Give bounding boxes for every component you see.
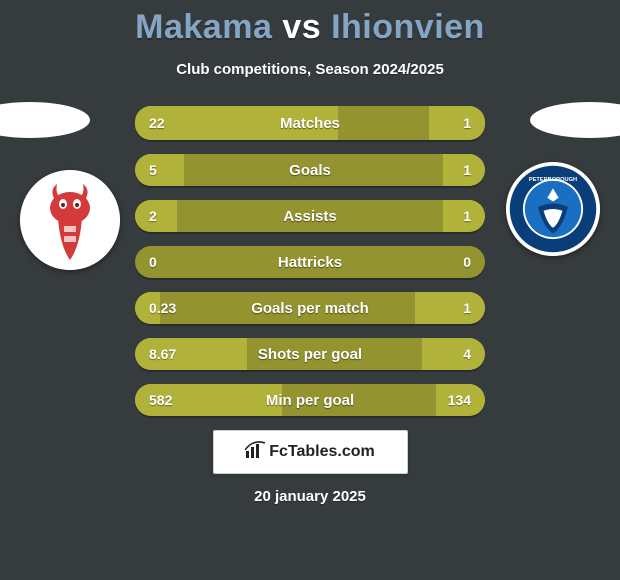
stat-label: Assists (195, 208, 425, 225)
player-right-name: Ihionvien (331, 8, 485, 46)
svg-text:PETERBOROUGH: PETERBOROUGH (529, 177, 577, 183)
stat-value-right: 1 (425, 300, 485, 316)
season-subtitle: Club competitions, Season 2024/2025 (0, 61, 620, 78)
watermark-text: FcTables.com (269, 443, 375, 461)
stat-bars-container: 22Matches15Goals12Assists10Hattricks00.2… (135, 106, 485, 416)
stat-row: 0Hattricks0 (135, 246, 485, 278)
club-crest-right: PETERBOROUGH (506, 162, 600, 256)
player-left-name: Makama (135, 8, 272, 46)
stat-label: Shots per goal (195, 346, 425, 363)
stat-value-left: 0.23 (135, 300, 195, 316)
lincoln-crest-icon (20, 170, 120, 270)
stat-value-right: 134 (425, 392, 485, 408)
stat-value-left: 5 (135, 162, 195, 178)
shadow-ellipse-left (0, 102, 90, 138)
stat-value-left: 0 (135, 254, 195, 270)
stat-label: Goals per match (195, 300, 425, 317)
comparison-date: 20 january 2025 (0, 488, 620, 505)
stat-row: 22Matches1 (135, 106, 485, 140)
club-crest-left (20, 170, 120, 270)
stat-value-right: 1 (425, 115, 485, 131)
stat-value-right: 0 (425, 254, 485, 270)
stat-row: 582Min per goal134 (135, 384, 485, 416)
watermark-box: FcTables.com (213, 430, 408, 474)
chart-glyph-icon (245, 441, 267, 464)
vs-separator: vs (282, 8, 321, 46)
stat-value-left: 22 (135, 115, 195, 131)
comparison-stage: PETERBOROUGH 22Matches15Goals12Assists10… (0, 106, 620, 416)
stat-value-left: 2 (135, 208, 195, 224)
stat-row: 2Assists1 (135, 200, 485, 232)
stat-label: Matches (195, 115, 425, 132)
peterborough-crest-icon: PETERBOROUGH (506, 162, 600, 256)
stat-value-left: 582 (135, 392, 195, 408)
stat-value-right: 1 (425, 162, 485, 178)
stat-row: 0.23Goals per match1 (135, 292, 485, 324)
stat-value-right: 4 (425, 346, 485, 362)
stat-value-left: 8.67 (135, 346, 195, 362)
stat-label: Hattricks (195, 254, 425, 271)
stat-label: Min per goal (195, 392, 425, 409)
stat-row: 8.67Shots per goal4 (135, 338, 485, 370)
stat-value-right: 1 (425, 208, 485, 224)
comparison-title: Makama vs Ihionvien (0, 0, 620, 47)
shadow-ellipse-right (530, 102, 620, 138)
stat-row: 5Goals1 (135, 154, 485, 186)
stat-label: Goals (195, 162, 425, 179)
